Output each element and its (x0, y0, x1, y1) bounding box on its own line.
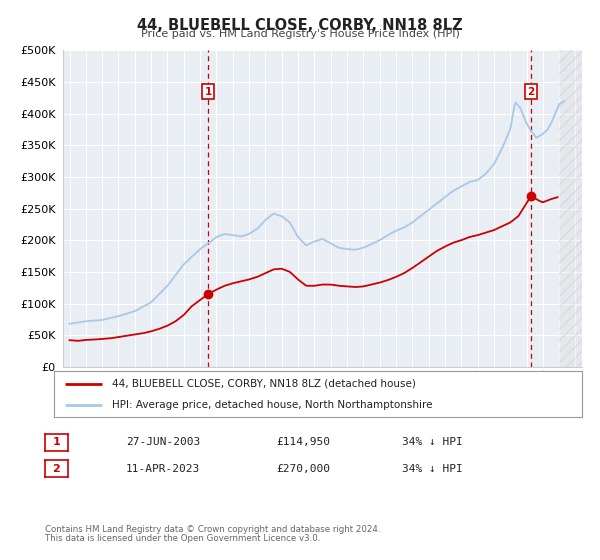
Text: 44, BLUEBELL CLOSE, CORBY, NN18 8LZ: 44, BLUEBELL CLOSE, CORBY, NN18 8LZ (137, 18, 463, 33)
Text: 2: 2 (53, 464, 60, 474)
Text: HPI: Average price, detached house, North Northamptonshire: HPI: Average price, detached house, Nort… (112, 400, 433, 410)
Text: 1: 1 (53, 437, 60, 447)
Text: Price paid vs. HM Land Registry's House Price Index (HPI): Price paid vs. HM Land Registry's House … (140, 29, 460, 39)
Text: 44, BLUEBELL CLOSE, CORBY, NN18 8LZ (detached house): 44, BLUEBELL CLOSE, CORBY, NN18 8LZ (det… (112, 379, 416, 389)
Text: 2: 2 (527, 87, 535, 96)
Text: 34% ↓ HPI: 34% ↓ HPI (402, 437, 463, 447)
Text: 34% ↓ HPI: 34% ↓ HPI (402, 464, 463, 474)
Text: £114,950: £114,950 (276, 437, 330, 447)
Text: Contains HM Land Registry data © Crown copyright and database right 2024.: Contains HM Land Registry data © Crown c… (45, 525, 380, 534)
Text: 27-JUN-2003: 27-JUN-2003 (126, 437, 200, 447)
Bar (559, 50, 584, 367)
Text: 1: 1 (205, 87, 212, 96)
Text: This data is licensed under the Open Government Licence v3.0.: This data is licensed under the Open Gov… (45, 534, 320, 543)
Bar (559, 50, 584, 367)
Text: 11-APR-2023: 11-APR-2023 (126, 464, 200, 474)
Text: £270,000: £270,000 (276, 464, 330, 474)
